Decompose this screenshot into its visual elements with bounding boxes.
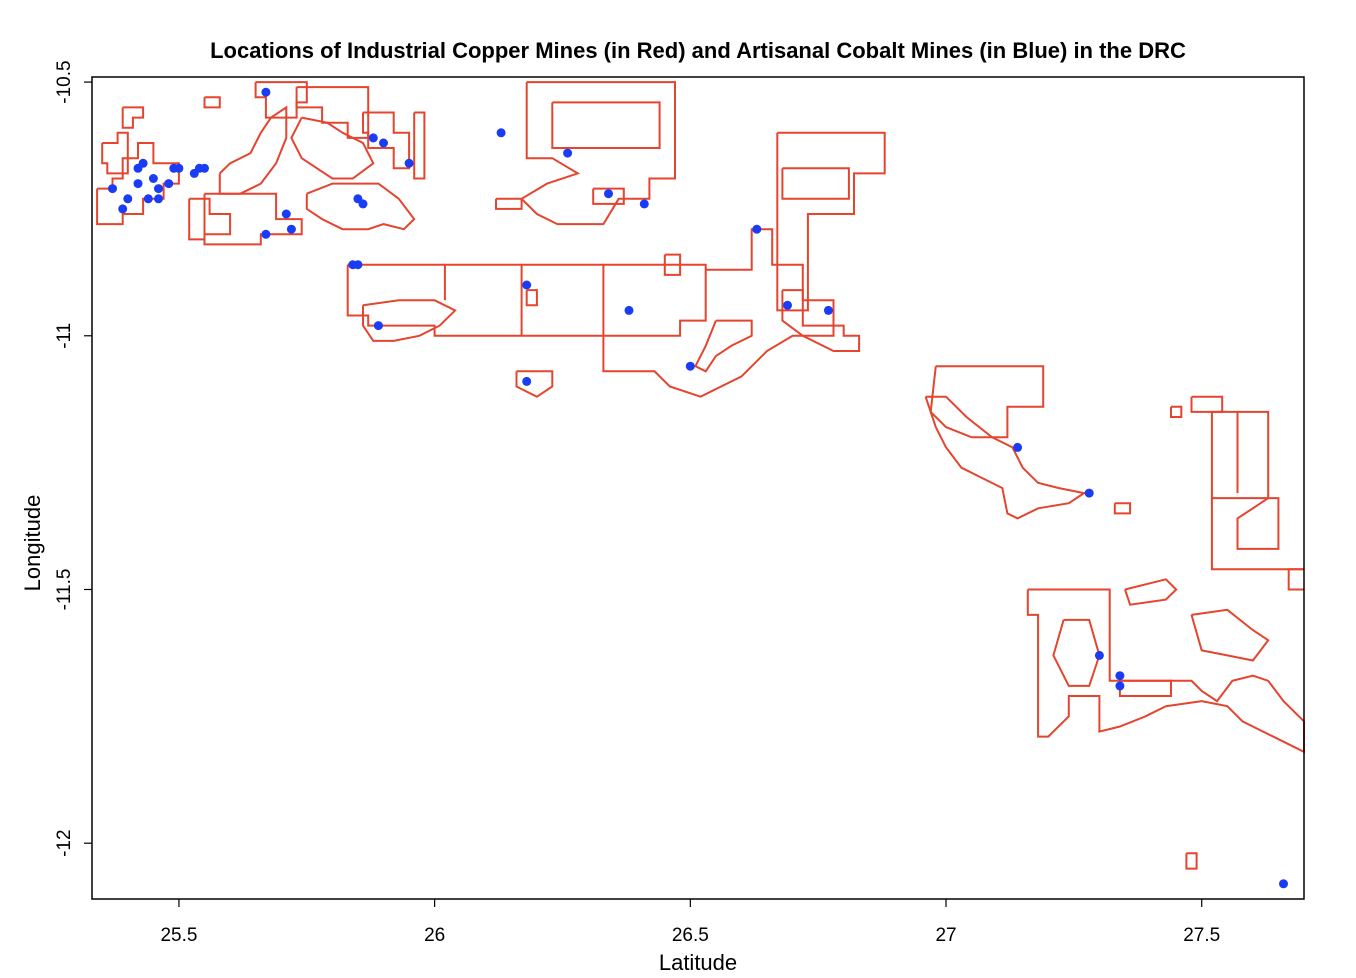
- copper-mine-outline-37: [1236, 497, 1280, 550]
- copper-mine-outline-40: [1052, 618, 1101, 687]
- copper-mine-outline-8: [295, 86, 370, 139]
- copper-mine-outline-25: [592, 187, 625, 205]
- copper-mine-outline-33: [1190, 395, 1224, 413]
- copper-mine-outline-12: [413, 111, 426, 180]
- cobalt-mine-point-25: [373, 321, 383, 331]
- artisanal-cobalt-mines-layer: [108, 87, 1288, 889]
- cobalt-mine-point-18: [281, 209, 291, 219]
- copper-mine-outline-24: [551, 101, 661, 149]
- cobalt-mine-point-4: [138, 158, 148, 168]
- copper-mine-outline-22: [781, 289, 861, 352]
- cobalt-mine-point-19: [286, 224, 296, 234]
- copper-mine-outline-14: [362, 299, 457, 342]
- cobalt-mine-point-23: [358, 199, 368, 209]
- copper-mine-outline-18: [525, 289, 538, 307]
- industrial-copper-mines-layer: [96, 81, 1305, 870]
- copper-mine-outline-26: [495, 197, 523, 210]
- cobalt-mine-point-21: [353, 260, 363, 270]
- cobalt-mine-point-32: [604, 189, 613, 199]
- copper-mine-outline-13: [346, 263, 707, 337]
- chart-title: Locations of Industrial Copper Mines (in…: [210, 38, 1186, 63]
- copper-mine-outline-41: [1124, 578, 1178, 606]
- cobalt-mine-point-40: [1084, 488, 1094, 498]
- cobalt-mine-point-35: [685, 361, 695, 371]
- y-tick-label-3: -12: [54, 829, 75, 856]
- cobalt-mine-point-16: [261, 87, 271, 97]
- x-tick-label-0: 25.5: [160, 925, 197, 946]
- plot-area-frame: [91, 76, 1305, 900]
- copper-mine-outline-7: [203, 96, 221, 109]
- cobalt-mine-point-36: [752, 224, 762, 234]
- cobalt-mine-point-26: [379, 138, 388, 148]
- copper-mine-outline-38: [1287, 568, 1304, 591]
- copper-mine-outline-0: [96, 142, 180, 226]
- cobalt-mine-point-2: [123, 194, 133, 204]
- copper-mine-outline-4: [203, 192, 303, 246]
- copper-mine-outline-1: [101, 131, 129, 175]
- copper-mine-outline-32: [1170, 405, 1183, 418]
- y-axis-label: Longitude: [20, 495, 45, 592]
- copper-mine-outline-6: [254, 81, 308, 119]
- cobalt-mine-point-10: [164, 179, 174, 189]
- copper-mine-outline-5: [218, 105, 288, 195]
- cobalt-mine-point-39: [1013, 442, 1023, 452]
- x-axis-label: Latitude: [659, 950, 737, 975]
- copper-mine-outline-10: [305, 182, 416, 231]
- copper-mine-outline-27: [776, 131, 886, 312]
- y-tick-label-2: -11.5: [54, 569, 75, 611]
- x-tick-label-3: 27: [935, 925, 956, 946]
- y-tick-label-1: -11: [54, 323, 75, 349]
- copper-mine-outline-21: [694, 319, 753, 373]
- cobalt-mine-point-29: [522, 280, 532, 290]
- cobalt-mine-point-7: [148, 174, 158, 183]
- copper-mine-outline-36: [1210, 498, 1304, 571]
- x-tick-label-2: 26.5: [672, 925, 709, 946]
- cobalt-mine-point-37: [783, 300, 792, 310]
- cobalt-mine-point-17: [261, 229, 271, 239]
- x-tick-label-4: 27.5: [1183, 925, 1220, 946]
- copper-mine-outline-9: [290, 116, 375, 180]
- cobalt-mine-point-41: [1094, 650, 1104, 660]
- y-axis: -10.5 -11 -11.5 -12: [54, 60, 92, 857]
- copper-mine-outline-3: [188, 197, 232, 241]
- copper-mine-outline-31: [1113, 502, 1132, 515]
- copper-mine-outline-2: [121, 106, 145, 129]
- cobalt-mine-point-34: [639, 199, 649, 209]
- cobalt-mine-point-5: [133, 179, 143, 189]
- copper-mine-outline-30: [924, 395, 1087, 520]
- cobalt-mine-point-1: [118, 204, 128, 214]
- copper-mine-outline-19: [515, 370, 554, 398]
- copper-mine-outline-11: [362, 111, 411, 170]
- cobalt-mine-point-6: [143, 194, 153, 204]
- cobalt-mine-point-44: [1279, 879, 1288, 889]
- cobalt-mine-point-27: [404, 158, 414, 168]
- cobalt-mine-point-0: [108, 184, 117, 194]
- cobalt-mine-point-31: [563, 148, 573, 158]
- cobalt-mine-point-15: [200, 163, 209, 173]
- copper-mine-outline-42: [1190, 608, 1270, 662]
- cobalt-mine-point-24: [368, 133, 378, 143]
- cobalt-mine-point-12: [174, 163, 184, 173]
- copper-mine-outline-23: [519, 81, 676, 226]
- copper-mine-outline-29: [929, 365, 1045, 439]
- cobalt-mine-point-28: [496, 128, 506, 138]
- cobalt-mine-point-38: [823, 305, 833, 315]
- cobalt-mine-point-30: [522, 376, 532, 386]
- cobalt-mine-point-33: [624, 305, 634, 315]
- cobalt-mine-point-8: [154, 184, 163, 194]
- cobalt-mine-point-43: [1115, 681, 1125, 691]
- copper-mine-outline-44: [1185, 852, 1198, 870]
- copper-mine-outline-34: [1210, 410, 1270, 500]
- copper-mine-outline-39: [1026, 588, 1305, 754]
- copper-mine-outline-17: [602, 228, 835, 398]
- y-tick-label-0: -10.5: [54, 60, 75, 103]
- cobalt-mine-point-9: [154, 194, 163, 204]
- copper-mine-outline-43: [1118, 679, 1172, 697]
- x-axis: 25.5 26 26.5 27 27.5: [160, 899, 1220, 946]
- copper-mine-outline-20: [663, 253, 682, 276]
- cobalt-mine-point-42: [1115, 671, 1125, 681]
- x-tick-label-1: 26: [424, 925, 445, 946]
- copper-mine-outline-28: [781, 167, 850, 200]
